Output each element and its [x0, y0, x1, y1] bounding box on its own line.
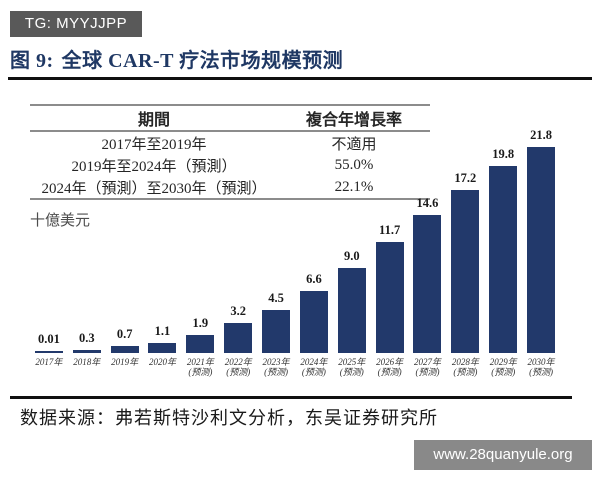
bar-value-label: 9.0	[343, 249, 360, 263]
bar-value-label: 21.8	[530, 128, 552, 142]
y-axis-unit-label: 十億美元	[30, 213, 91, 229]
x-axis-label: 2024年 (预测)	[300, 357, 328, 377]
table-cell-cagr: 不適用	[331, 136, 377, 153]
table-cell-cagr: 55.0%	[334, 156, 374, 173]
table-row: 2019年至2024年（預測） 55.0%	[30, 154, 430, 176]
bar	[262, 310, 291, 353]
title-divider	[8, 77, 592, 80]
bar	[299, 291, 328, 353]
table-header-row: 期間 複合年增長率	[30, 106, 430, 130]
bar-value-label: 0.3	[78, 331, 95, 345]
tg-channel-badge: TG: MYYJJPP	[10, 11, 142, 37]
bar	[413, 215, 442, 353]
bar-slot: 0.01 2017年	[30, 147, 68, 367]
bar-slot: 4.5 2023年 (预测)	[257, 147, 295, 377]
bar-value-label: 11.7	[379, 223, 401, 237]
x-axis-label: 2020年	[148, 357, 176, 367]
table-header-cagr: 複合年增長率	[305, 112, 402, 129]
bar	[148, 343, 177, 353]
bar-slot: 1.9 2021年 (预测)	[181, 147, 219, 377]
table-cell-cagr: 22.1%	[334, 178, 374, 195]
footer-divider	[10, 396, 572, 399]
bar	[186, 335, 215, 353]
x-axis-label: 2030年 (预测)	[527, 357, 555, 377]
bar	[110, 346, 139, 353]
bar	[337, 268, 366, 353]
bar-slot: 6.6 2024年 (预测)	[295, 147, 333, 377]
bar	[224, 323, 253, 353]
x-axis-label: 2027年 (预测)	[413, 357, 441, 377]
bar-value-label: 0.01	[37, 332, 60, 346]
x-axis-label: 2025年 (预测)	[338, 357, 366, 377]
watermark-badge: www.28quanyule.org	[414, 440, 592, 470]
x-axis-label: 2021年 (预测)	[186, 357, 214, 377]
table-row: 2024年（預測）至2030年（預測） 22.1%	[30, 176, 430, 198]
cagr-table: 期間 複合年增長率 2017年至2019年 不適用 2019年至2024年（預測…	[30, 104, 430, 200]
table-cell-period: 2019年至2024年（預測）	[71, 158, 237, 175]
x-axis-label: 2026年 (预测)	[376, 357, 404, 377]
x-axis-label: 2023年 (预测)	[262, 357, 290, 377]
x-axis-label: 2028年 (预测)	[451, 357, 479, 377]
table-top-line	[30, 104, 430, 106]
bar-slot: 17.2 2028年 (预测)	[446, 147, 484, 377]
bar-value-label: 0.7	[116, 327, 133, 341]
bar	[489, 166, 518, 353]
table-header-line	[30, 130, 430, 132]
bar-slot: 1.1 2020年	[144, 147, 182, 367]
x-axis-label: 2029年 (预测)	[489, 357, 517, 377]
figure-title-text: 全球 CAR-T 疗法市场规模预测	[61, 50, 344, 72]
table-header-period: 期間	[137, 112, 170, 129]
x-axis-label: 2018年	[73, 357, 101, 367]
bar-slot: 0.3 2018年	[68, 147, 106, 367]
bar	[375, 242, 404, 353]
table-cell-period: 2017年至2019年	[101, 136, 207, 153]
bar-value-label: 1.9	[192, 316, 209, 330]
bar-value-label: 3.2	[230, 304, 247, 318]
bar-slot: 3.2 2022年 (预测)	[219, 147, 257, 377]
bar	[72, 350, 101, 353]
bar-slot: 21.8 2030年 (预测)	[522, 128, 560, 377]
x-axis-label: 2019年	[111, 357, 139, 367]
bar-value-label: 14.6	[416, 196, 439, 210]
bar-value-label: 1.1	[154, 324, 171, 338]
bar-slot: 14.6 2027年 (预测)	[409, 147, 447, 377]
table-row: 2017年至2019年 不適用	[30, 132, 430, 154]
bar-slot: 9.0 2025年 (预测)	[333, 147, 371, 377]
bar-value-label: 4.5	[268, 291, 284, 305]
bar-slot: 19.8 2029年 (预测)	[484, 147, 522, 377]
figure-title: 图 9: 全球 CAR-T 疗法市场规模预测	[10, 44, 343, 73]
bar	[527, 147, 556, 353]
x-axis-label: 2017年	[35, 357, 63, 367]
bar	[34, 351, 63, 353]
figure-number: 图 9:	[10, 50, 54, 72]
bar	[451, 190, 480, 353]
bar-value-label: 19.8	[492, 147, 515, 161]
bar-slot: 11.7 2026年 (预测)	[371, 147, 409, 377]
table-cell-period: 2024年（預測）至2030年（預測）	[41, 180, 267, 197]
bar-value-label: 17.2	[454, 171, 477, 185]
bar-plot: 0.01 2017年 0.3 2018年 0.7 2019年 1.1 2020年 1.9 2021…	[30, 128, 560, 377]
bar-slot: 0.7 2019年	[106, 147, 144, 367]
table-bottom-line	[30, 198, 430, 200]
bar-value-label: 6.6	[306, 272, 322, 286]
x-axis-label: 2022年 (预测)	[224, 357, 252, 377]
data-source-text: 数据来源：弗若斯特沙利文分析，东吴证券研究所	[20, 408, 438, 428]
